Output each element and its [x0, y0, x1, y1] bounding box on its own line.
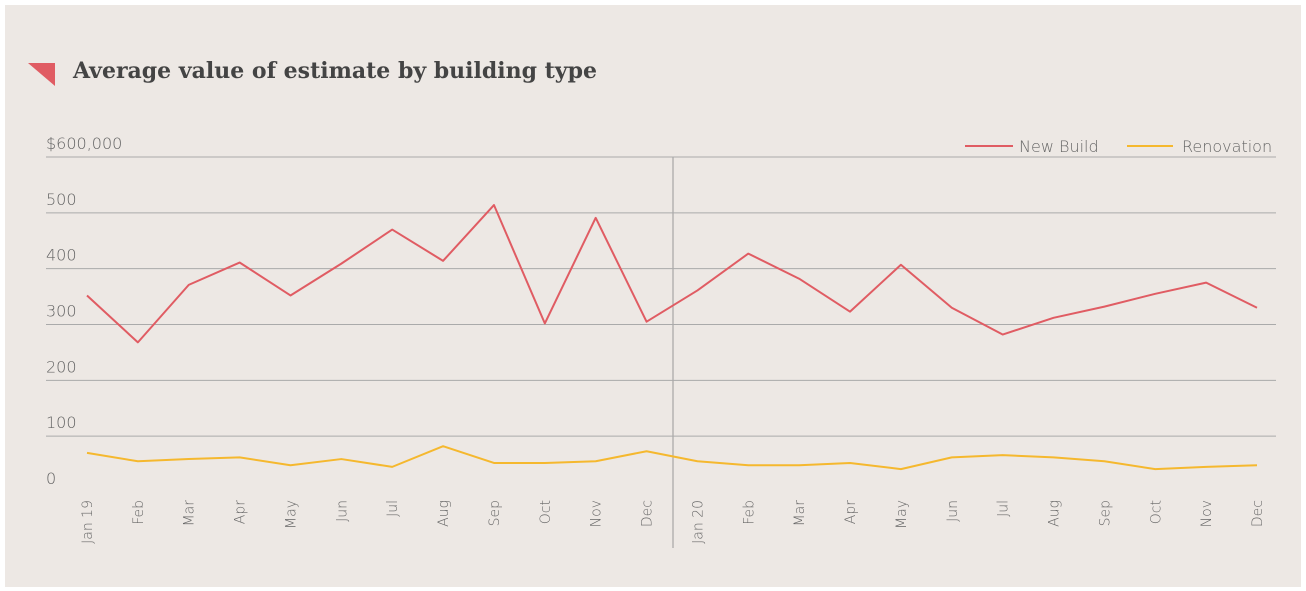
x-tick-label: Jul — [385, 500, 401, 517]
y-tick-label: 200 — [46, 357, 77, 376]
x-tick-label: May — [283, 500, 299, 529]
x-tick-label: Aug — [436, 500, 452, 527]
x-tick-label: May — [894, 500, 910, 529]
y-tick-label: 100 — [46, 413, 77, 432]
x-tick-label: Jun — [945, 500, 961, 522]
series-line — [86, 204, 1258, 344]
x-tick-label: Jul — [996, 500, 1012, 517]
chart-title: Average value of estimate by building ty… — [72, 58, 597, 84]
x-tick-label: Apr — [843, 500, 859, 524]
y-tick-label: 300 — [46, 302, 77, 321]
y-tick-label: $600,000 — [46, 134, 122, 153]
y-tick-label: 500 — [46, 190, 77, 209]
x-tick-label: Oct — [538, 500, 554, 524]
x-tick-label: Sep — [487, 500, 503, 526]
x-tick-label: Jan 20 — [690, 500, 706, 544]
x-tick-label: Dec — [640, 500, 656, 527]
x-tick-label: Mar — [792, 500, 808, 527]
x-tick-label: Feb — [131, 500, 147, 525]
x-tick-label: Nov — [1199, 500, 1215, 527]
x-tick-label: Sep — [1097, 500, 1113, 526]
series-line — [86, 445, 1258, 471]
x-tick-label: Feb — [741, 500, 757, 525]
y-tick-label: 400 — [46, 246, 77, 265]
legend-label: Renovation — [1182, 137, 1272, 156]
x-tick-label: Jan 19 — [80, 500, 96, 544]
legend-label: New Build — [1019, 137, 1099, 156]
card — [5, 5, 1301, 587]
x-tick-label: Nov — [589, 500, 605, 527]
x-tick-label: Mar — [182, 500, 198, 527]
x-tick-label: Aug — [1047, 500, 1063, 527]
x-tick-label: Oct — [1148, 500, 1164, 524]
x-tick-label: Dec — [1250, 500, 1266, 527]
x-tick-label: Jun — [334, 500, 350, 522]
y-tick-label: 0 — [46, 469, 56, 488]
title-icon — [28, 63, 55, 86]
x-tick-label: Apr — [233, 500, 249, 524]
